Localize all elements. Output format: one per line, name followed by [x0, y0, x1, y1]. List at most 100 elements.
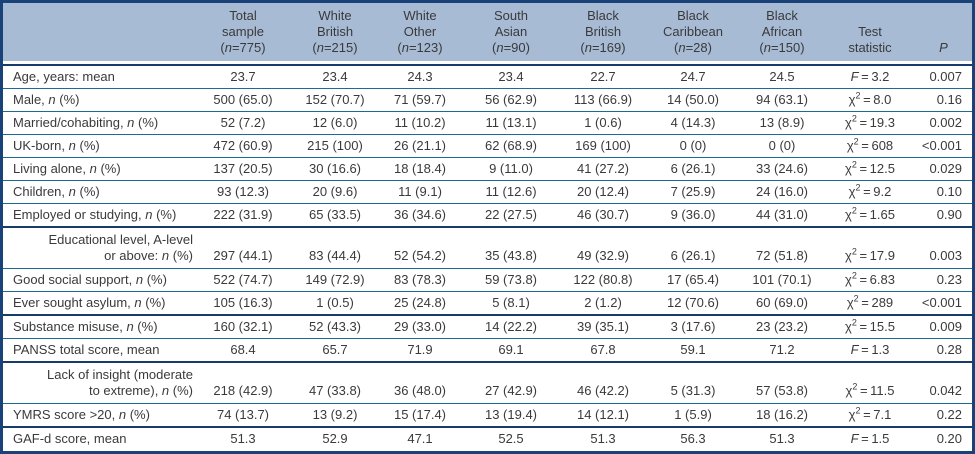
value-cell: 14 (50.0)	[666, 92, 720, 107]
p-value-cell: 0.22	[936, 407, 962, 422]
value-cell: 51.3	[590, 431, 616, 446]
value-cell: 65.7	[322, 342, 348, 357]
value-cell: 4 (14.3)	[670, 115, 716, 130]
p-value-cell: 0.003	[929, 248, 962, 263]
value-cell: 14 (12.1)	[576, 407, 630, 422]
value-cell: 83 (78.3)	[393, 272, 447, 287]
table-body: Age, years: mean 23.7 23.4 24.3 23.4 22.7 24.7…	[3, 64, 972, 450]
value-cell: 33 (24.6)	[755, 161, 809, 176]
value-cell: 24.3	[407, 69, 433, 84]
value-cell: 23 (23.2)	[755, 319, 809, 334]
row-label: YMRS score >20, n (%)	[13, 407, 150, 422]
value-cell: 51.3	[230, 431, 256, 446]
row-label: Educational level, A-level or above: n (%…	[48, 232, 193, 263]
value-cell: 1 (0.5)	[316, 295, 354, 310]
value-cell: 12 (70.6)	[666, 295, 720, 310]
value-cell: 49 (32.9)	[576, 248, 630, 263]
value-cell: 149 (72.9)	[305, 272, 365, 287]
p-value-cell: 0.002	[929, 115, 962, 130]
value-cell: 24.7	[680, 69, 706, 84]
test-statistic-cell: χ2 = 6.83	[845, 270, 895, 287]
p-value-cell: 0.007	[929, 69, 962, 84]
value-cell: 56 (62.9)	[484, 92, 538, 107]
value-cell: 24 (16.0)	[755, 184, 809, 199]
value-cell: 500 (65.0)	[213, 92, 273, 107]
value-cell: 23.4	[322, 69, 348, 84]
table-row: Male, n (%) 500 (65.0) 152 (70.7) 71 (59.7)…	[3, 88, 972, 111]
value-cell: 18 (18.4)	[393, 161, 447, 176]
value-cell: 11 (13.1)	[485, 115, 537, 130]
value-cell: 122 (80.8)	[573, 272, 633, 287]
table-row: UK-born, n (%) 472 (60.9) 215 (100) 26 (21.…	[3, 134, 972, 157]
row-label: GAF-d score, mean	[13, 431, 127, 446]
test-statistic-cell: χ2 = 9.2	[848, 182, 892, 199]
value-cell: 35 (43.8)	[484, 248, 538, 263]
row-label: PANSS total score, mean	[13, 342, 160, 357]
value-cell: 71 (59.7)	[393, 92, 447, 107]
value-cell: 59 (73.8)	[484, 272, 538, 287]
test-statistic-cell: F = 1.5	[850, 431, 890, 446]
value-cell: 36 (48.0)	[393, 383, 447, 398]
value-cell: 13 (19.4)	[484, 407, 538, 422]
value-cell: 105 (16.3)	[213, 295, 273, 310]
p-value-cell: 0.009	[929, 319, 962, 334]
row-label: Living alone, n (%)	[13, 161, 121, 176]
value-cell: 14 (22.2)	[484, 319, 538, 334]
value-cell: 222 (31.9)	[213, 207, 273, 222]
p-value-cell: 0.042	[929, 383, 962, 398]
value-cell: 52 (54.2)	[393, 248, 447, 263]
value-cell: 47.1	[407, 431, 433, 446]
test-statistic-cell: χ2 = 15.5	[845, 317, 895, 334]
table-row: Married/cohabiting, n (%) 52 (7.2) 12 (6.0…	[3, 111, 972, 134]
value-cell: 215 (100)	[307, 138, 363, 153]
value-cell: 160 (32.1)	[213, 319, 273, 334]
table-row: Living alone, n (%) 137 (20.5) 30 (16.6) 18…	[3, 157, 972, 180]
column-header: White Other (n=123)	[397, 8, 443, 55]
value-cell: 11 (10.2)	[394, 115, 446, 130]
value-cell: 22 (27.5)	[484, 207, 538, 222]
value-cell: 522 (74.7)	[213, 272, 273, 287]
value-cell: 7 (25.9)	[670, 184, 716, 199]
value-cell: 472 (60.9)	[213, 138, 273, 153]
value-cell: 152 (70.7)	[305, 92, 365, 107]
row-label-column-spacer	[3, 3, 193, 61]
value-cell: 0 (0)	[768, 138, 796, 153]
value-cell: 137 (20.5)	[213, 161, 273, 176]
p-value-cell: 0.16	[936, 92, 962, 107]
p-value-cell: 0.029	[929, 161, 962, 176]
row-label: Employed or studying, n (%)	[13, 207, 177, 222]
value-cell: 71.2	[769, 342, 795, 357]
value-cell: 60 (69.0)	[755, 295, 809, 310]
value-cell: 9 (36.0)	[670, 207, 716, 222]
test-statistic-cell: χ2 = 289	[846, 293, 894, 310]
value-cell: 20 (9.6)	[312, 184, 358, 199]
value-cell: 11 (12.6)	[485, 184, 537, 199]
value-cell: 51.3	[769, 431, 795, 446]
column-header: Test statistic	[848, 24, 892, 55]
value-cell: 67.8	[590, 342, 616, 357]
row-label: Children, n (%)	[13, 184, 100, 199]
value-cell: 72 (51.8)	[755, 248, 809, 263]
value-cell: 11 (9.1)	[398, 184, 442, 199]
value-cell: 17 (65.4)	[666, 272, 720, 287]
value-cell: 29 (33.0)	[393, 319, 447, 334]
value-cell: 36 (34.6)	[393, 207, 447, 222]
column-header: P	[939, 40, 948, 55]
value-cell: 69.1	[498, 342, 524, 357]
column-header: South Asian (n=90)	[492, 8, 530, 55]
test-statistic-cell: F = 1.3	[850, 342, 890, 357]
value-cell: 46 (42.2)	[576, 383, 630, 398]
column-header: Black African (n=150)	[759, 8, 805, 55]
test-statistic-cell: χ2 = 1.65	[845, 205, 895, 222]
value-cell: 9 (11.0)	[489, 161, 533, 176]
value-cell: 62 (68.9)	[484, 138, 538, 153]
p-value-cell: 0.28	[936, 342, 962, 357]
test-statistic-cell: χ2 = 19.3	[845, 113, 895, 130]
value-cell: 57 (53.8)	[755, 383, 809, 398]
value-cell: 218 (42.9)	[213, 383, 273, 398]
test-statistic-cell: χ2 = 7.1	[848, 405, 892, 422]
value-cell: 5 (31.3)	[670, 383, 716, 398]
value-cell: 30 (16.6)	[308, 161, 362, 176]
row-label: Lack of insight (moderate to extreme), n …	[47, 367, 193, 398]
value-cell: 68.4	[230, 342, 256, 357]
